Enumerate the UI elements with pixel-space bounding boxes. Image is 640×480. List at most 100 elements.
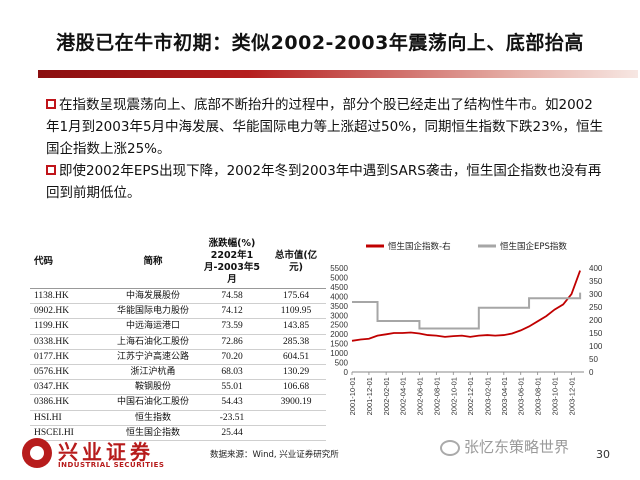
cell-change: 55.01 — [198, 380, 266, 395]
cell-name: 恒生指数 — [108, 410, 198, 425]
cell-name: 中海发展股份 — [108, 289, 198, 304]
header-code: 代码 — [30, 236, 108, 289]
cell-market-cap: 130.29 — [266, 364, 326, 379]
logo-emblem-icon — [22, 438, 52, 468]
x-tick-label: 2003-02-01 — [483, 377, 492, 415]
cell-change: 68.03 — [198, 364, 266, 379]
x-tick-label: 2002-06-01 — [415, 377, 424, 415]
y-left-tick-label: 3000 — [330, 311, 348, 320]
x-tick-label: 2002-10-01 — [449, 377, 458, 415]
x-tick-label: 2001-10-01 — [348, 377, 357, 415]
x-tick-label: 2001-12-01 — [365, 377, 374, 415]
cell-change: 73.59 — [198, 319, 266, 334]
y-right-tick-label: 300 — [589, 290, 603, 299]
title-underline-bar — [38, 70, 638, 78]
cell-code: 0347.HK — [30, 380, 108, 395]
x-tick-label: 2002-04-01 — [399, 377, 408, 415]
x-tick-label: 2002-12-01 — [466, 377, 475, 415]
y-left-tick-label: 4000 — [330, 292, 348, 301]
y-right-tick-label: 250 — [589, 303, 603, 312]
cell-name: 中远海运港口 — [108, 319, 198, 334]
series-line-eps — [352, 293, 580, 329]
cell-code: HSI.HI — [30, 410, 108, 425]
cell-market-cap: 106.68 — [266, 380, 326, 395]
cell-market-cap: 1109.95 — [266, 304, 326, 319]
x-tick-label: 2002-02-01 — [382, 377, 391, 415]
x-tick-label: 2003-06-01 — [517, 377, 526, 415]
x-tick-label: 2003-10-01 — [551, 377, 560, 415]
y-left-tick-label: 1500 — [330, 340, 348, 349]
y-left-tick-label: 3500 — [330, 302, 348, 311]
wechat-icon — [440, 440, 460, 456]
table-row: 0386.HK 中国石油化工股份 54.43 3900.19 — [30, 395, 326, 410]
cell-market-cap: 175.64 — [266, 289, 326, 304]
table-row: 0576.HK 浙江沪杭甬 68.03 130.29 — [30, 364, 326, 379]
y-right-tick-label: 50 — [589, 355, 598, 364]
y-right-tick-label: 400 — [589, 264, 603, 273]
x-tick-label: 2002-08-01 — [432, 377, 441, 415]
x-tick-label: 2003-08-01 — [534, 377, 543, 415]
cell-name: 上海石油化工股份 — [108, 334, 198, 349]
cell-change: -23.51 — [198, 410, 266, 425]
logo-text-en: INDUSTRIAL SECURITIES — [58, 461, 164, 469]
bullet-paragraph-1: 在指数呈现震荡向上、底部不断抬升的过程中，部分个股已经走出了结构性牛市。如200… — [46, 94, 606, 160]
header-market-cap: 总市值(亿元) — [266, 236, 326, 289]
table-row: 0338.HK 上海石油化工股份 72.86 285.38 — [30, 334, 326, 349]
y-right-tick-label: 0 — [589, 368, 594, 377]
cell-code: 0338.HK — [30, 334, 108, 349]
company-logo: 兴业证券 INDUSTRIAL SECURITIES — [22, 436, 212, 476]
cell-market-cap — [266, 410, 326, 425]
table-row: 0177.HK 江苏宁沪高速公路 70.20 604.51 — [30, 349, 326, 364]
table-row: 1138.HK 中海发展股份 74.58 175.64 — [30, 289, 326, 304]
y-right-tick-label: 100 — [589, 342, 603, 351]
y-left-tick-label: 1000 — [330, 349, 348, 358]
legend-label: 恒生国企EPS指数 — [500, 241, 567, 252]
cell-code: 1199.HK — [30, 319, 108, 334]
cell-name: 浙江沪杭甬 — [108, 364, 198, 379]
series-line-index — [352, 271, 580, 341]
table-row: 0347.HK 鞍钢股份 55.01 106.68 — [30, 380, 326, 395]
cell-market-cap: 604.51 — [266, 349, 326, 364]
watermark-text: 张忆东策略世界 — [464, 438, 569, 456]
y-left-tick-label: 4500 — [330, 283, 348, 292]
table-body: 1138.HK 中海发展股份 74.58 175.64 0902.HK 华能国际电力股份 7… — [30, 289, 326, 441]
stock-performance-table: 代码 简称 涨跌幅(%) 2202年1月-2003年5月 总市值(亿元) 113… — [30, 236, 326, 441]
index-line-chart: 0500100015002000250030003500400045005000… — [322, 238, 622, 438]
cell-code: 0902.HK — [30, 304, 108, 319]
cell-name: 中国石油化工股份 — [108, 395, 198, 410]
table-header-row: 代码 简称 涨跌幅(%) 2202年1月-2003年5月 总市值(亿元) — [30, 236, 326, 289]
bullet-square-icon — [46, 99, 56, 109]
cell-change: 70.20 — [198, 349, 266, 364]
cell-name: 江苏宁沪高速公路 — [108, 349, 198, 364]
y-right-tick-label: 200 — [589, 316, 603, 325]
x-tick-label: 2003-12-01 — [568, 377, 577, 415]
y-left-tick-label: 0 — [344, 368, 349, 377]
bullet-paragraph-2: 即使2002年EPS出现下降，2002年冬到2003年中遇到SARS袭击，恒生国… — [46, 160, 606, 204]
paragraph-1-text: 在指数呈现震荡向上、底部不断抬升的过程中，部分个股已经走出了结构性牛市。如200… — [46, 97, 603, 157]
cell-market-cap: 285.38 — [266, 334, 326, 349]
legend-label: 恒生国企指数-右 — [388, 241, 451, 252]
cell-change: 74.12 — [198, 304, 266, 319]
y-right-tick-label: 350 — [589, 277, 603, 286]
bullet-square-icon — [46, 165, 56, 175]
cell-market-cap — [266, 425, 326, 440]
header-name: 简称 — [108, 236, 198, 289]
table-row: 0902.HK 华能国际电力股份 74.12 1109.95 — [30, 304, 326, 319]
y-left-tick-label: 2500 — [330, 321, 348, 330]
cell-code: 0386.HK — [30, 395, 108, 410]
y-left-tick-label: 2000 — [330, 330, 348, 339]
cell-change: 54.43 — [198, 395, 266, 410]
y-left-tick-label: 5500 — [330, 264, 348, 273]
slide-title: 港股已在牛市初期：类似2002-2003年震荡向上、底部抬高 — [0, 28, 640, 55]
y-left-tick-label: 500 — [335, 359, 349, 368]
cell-market-cap: 143.85 — [266, 319, 326, 334]
header-change: 涨跌幅(%) 2202年1月-2003年5月 — [198, 236, 266, 289]
cell-name: 鞍钢股份 — [108, 380, 198, 395]
cell-code: 0576.HK — [30, 364, 108, 379]
cell-change: 72.86 — [198, 334, 266, 349]
y-right-tick-label: 150 — [589, 329, 603, 338]
table-row: HSI.HI 恒生指数 -23.51 — [30, 410, 326, 425]
cell-name: 华能国际电力股份 — [108, 304, 198, 319]
table-row: 1199.HK 中远海运港口 73.59 143.85 — [30, 319, 326, 334]
paragraph-2-text: 即使2002年EPS出现下降，2002年冬到2003年中遇到SARS袭击，恒生国… — [46, 163, 601, 201]
